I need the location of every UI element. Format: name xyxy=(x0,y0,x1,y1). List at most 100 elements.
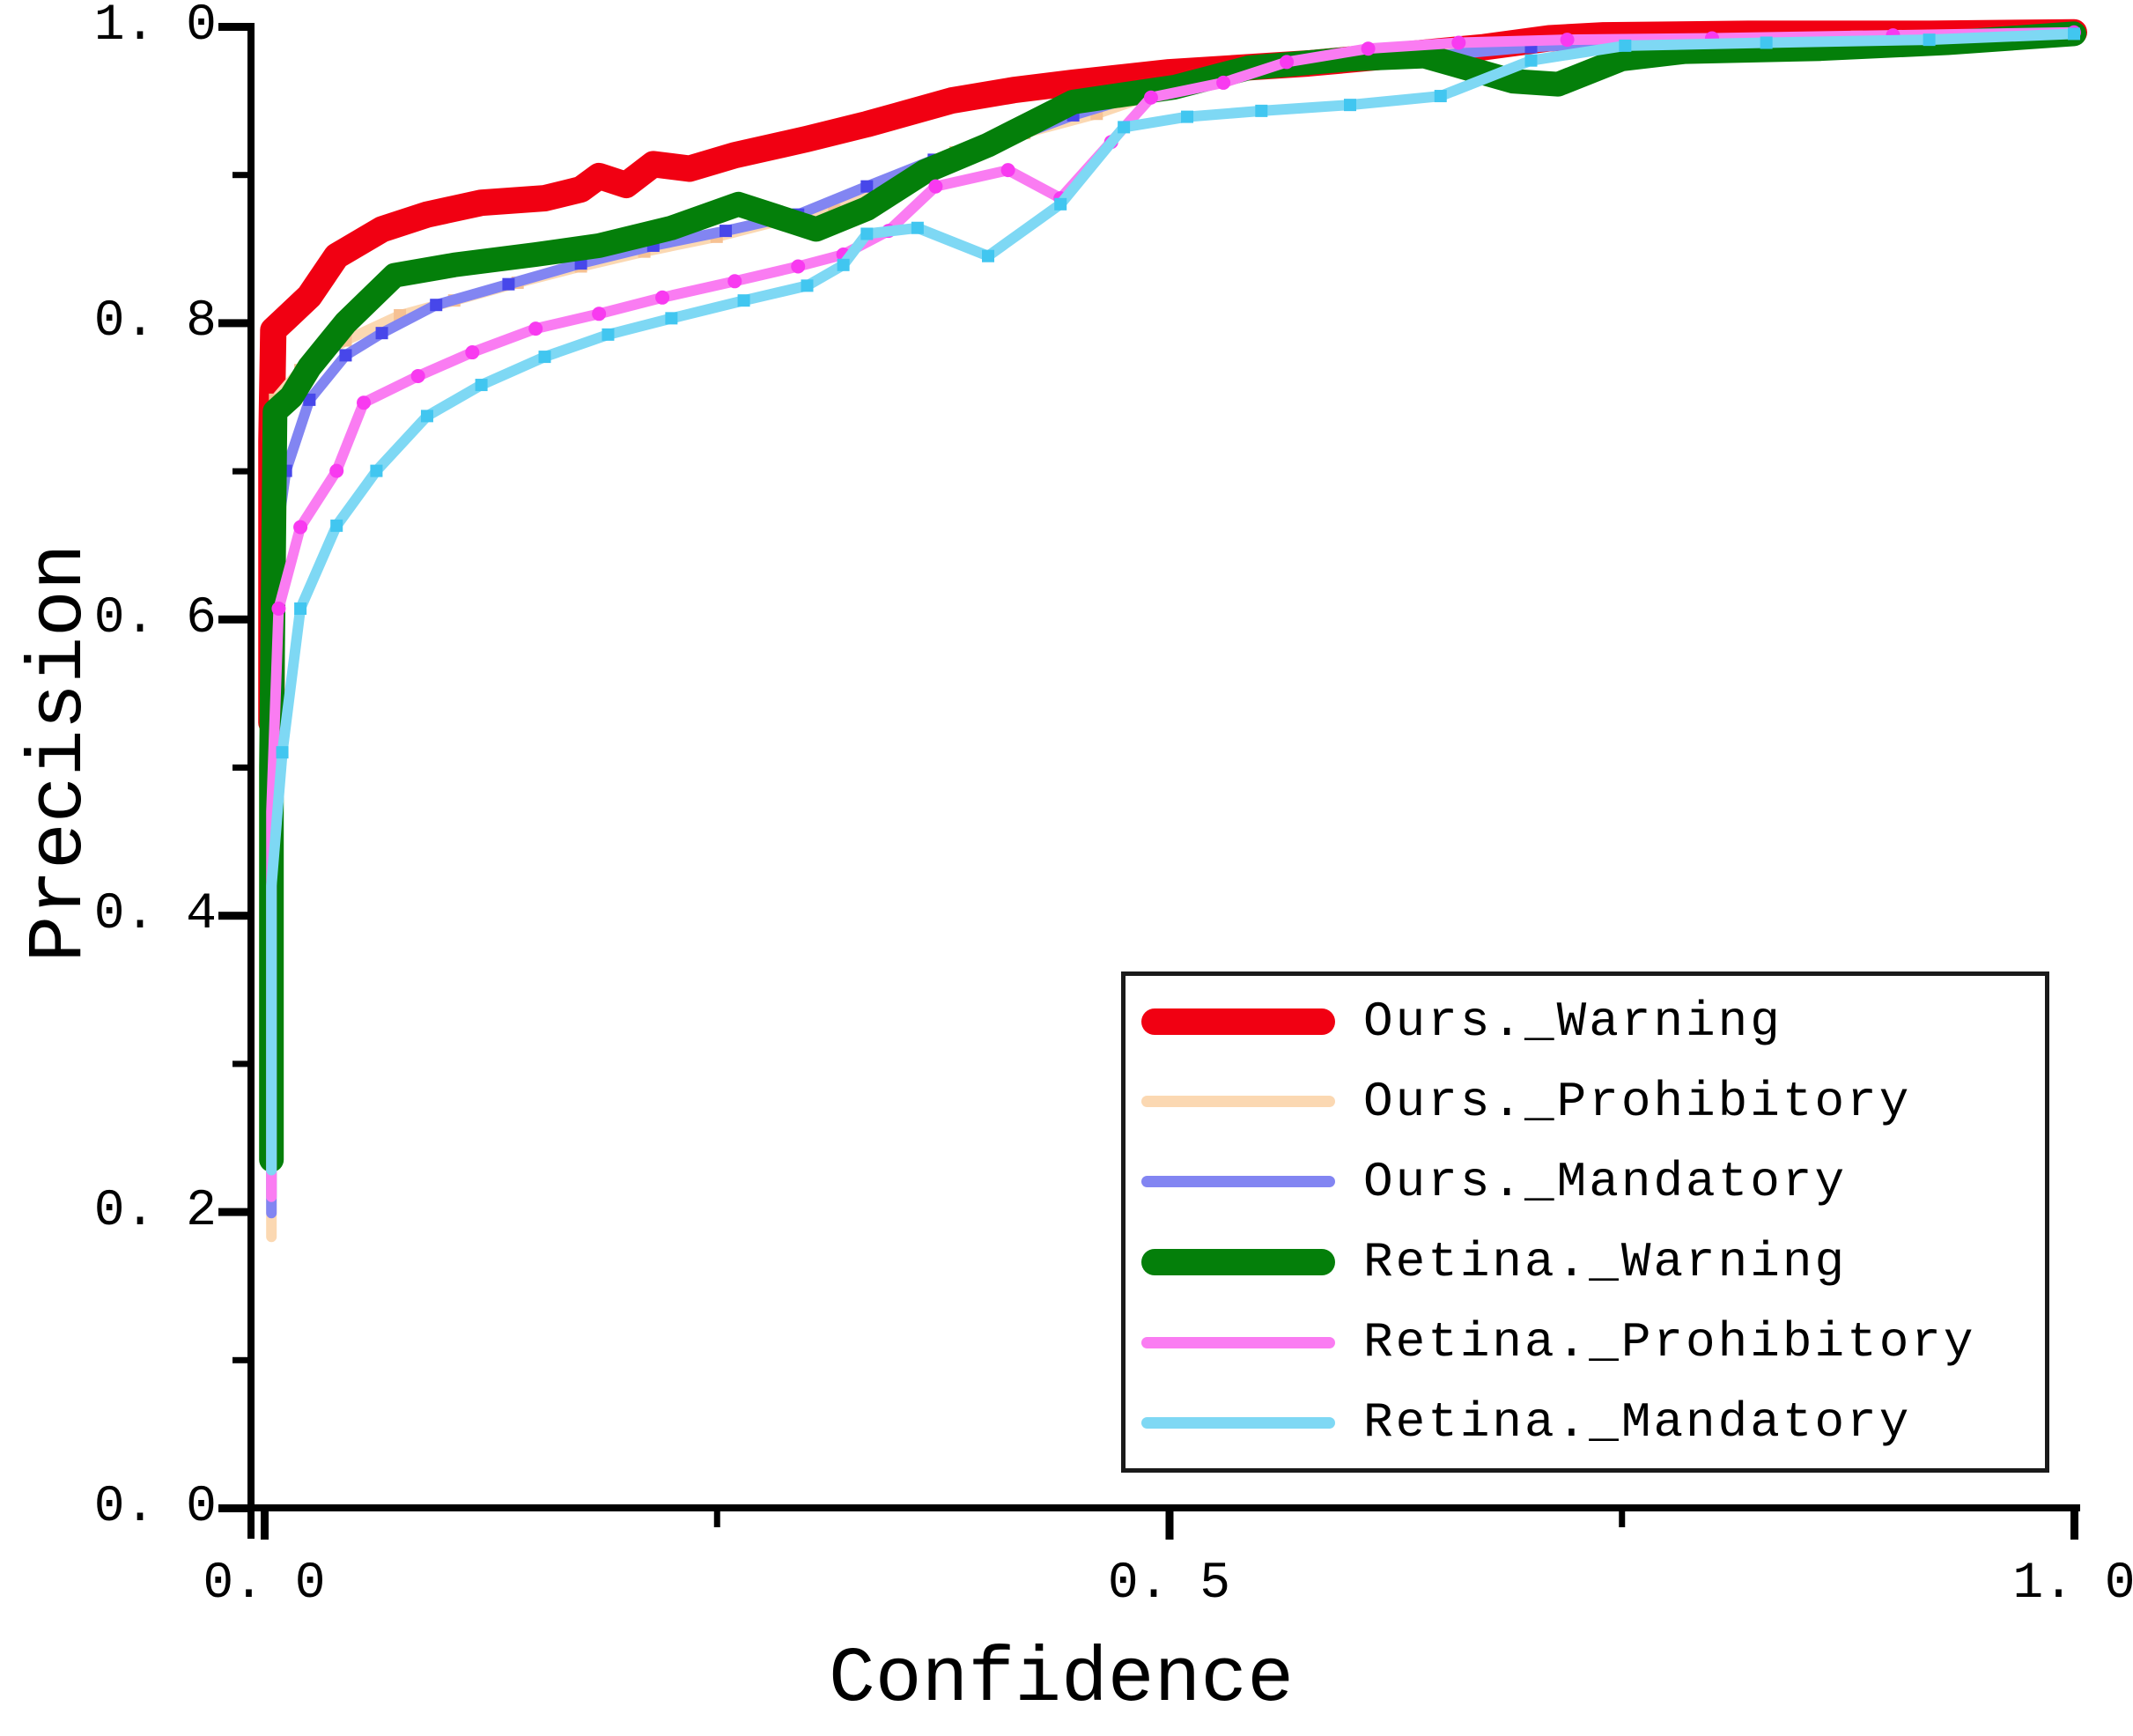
series-marker xyxy=(271,602,286,617)
legend-label: Ours._Prohibitory xyxy=(1363,1073,1912,1130)
y-tick-label: 0. 8 xyxy=(93,293,217,351)
x-tick-label: 0. 5 xyxy=(1107,1555,1231,1613)
series-marker xyxy=(737,294,750,307)
legend-label: Retina._Mandatory xyxy=(1363,1394,1912,1452)
series-marker xyxy=(502,277,515,291)
series-marker xyxy=(475,379,488,392)
legend-swatch-line xyxy=(1141,1249,1335,1276)
y-tick-label: 0. 4 xyxy=(93,886,217,944)
series-marker xyxy=(465,345,480,360)
y-axis-title: Precision xyxy=(16,543,104,963)
series-marker xyxy=(928,179,943,194)
x-tick-label: 1. 0 xyxy=(2012,1555,2133,1613)
series-marker xyxy=(602,328,615,341)
series-marker xyxy=(528,321,543,336)
y-axis-spine xyxy=(247,23,255,1539)
legend-row: Retina._Prohibitory xyxy=(1141,1305,2029,1379)
series-marker xyxy=(370,464,383,477)
series-line-retina-mandatory xyxy=(266,28,2079,1176)
series-marker xyxy=(1619,39,1632,52)
series-marker xyxy=(1143,90,1158,105)
legend-box: Ours._Warning Ours._Prohibitory Ours._Mand… xyxy=(1121,971,2049,1473)
series-marker xyxy=(1344,99,1356,112)
legend-swatch-line xyxy=(1141,1336,1335,1348)
series-marker xyxy=(801,279,814,292)
legend-swatch-line xyxy=(1141,1008,1335,1035)
series-marker xyxy=(1000,163,1015,178)
series-line-retina-warning xyxy=(259,21,2086,1172)
y-minor-tick xyxy=(232,1356,251,1363)
y-major-tick xyxy=(218,615,251,624)
x-minor-tick xyxy=(713,1508,720,1527)
y-major-tick xyxy=(218,1208,251,1216)
legend-swatch-line xyxy=(1141,1176,1335,1188)
series-marker xyxy=(720,225,733,238)
series-marker xyxy=(860,227,874,240)
series-marker xyxy=(430,299,443,312)
x-minor-tick xyxy=(1619,1508,1626,1527)
legend-label: Retina._Warning xyxy=(1363,1234,1848,1291)
x-tick-label: 0. 0 xyxy=(203,1555,326,1613)
series-marker xyxy=(357,395,372,410)
series-marker xyxy=(911,221,924,234)
series-marker xyxy=(293,520,308,535)
series-marker xyxy=(592,307,607,321)
y-minor-tick xyxy=(232,765,251,771)
series-marker xyxy=(655,290,670,305)
x-axis-spine xyxy=(220,1504,2080,1511)
legend-row: Retina._Warning xyxy=(1141,1225,2029,1299)
series-marker xyxy=(1255,104,1268,117)
series-marker xyxy=(294,602,307,616)
x-axis-title: Confidence xyxy=(828,1636,1295,1724)
series-marker xyxy=(330,519,343,532)
y-minor-tick xyxy=(232,468,251,475)
series-marker xyxy=(276,746,289,759)
series-marker xyxy=(1361,41,1376,56)
series-marker xyxy=(1216,75,1231,90)
series-marker xyxy=(1434,90,1447,103)
y-tick-label: 1. 0 xyxy=(93,0,217,55)
series-marker xyxy=(339,349,352,362)
series-marker xyxy=(420,410,433,423)
y-tick-label: 0. 6 xyxy=(93,589,217,647)
series-marker xyxy=(329,463,344,478)
y-major-tick xyxy=(218,23,251,31)
legend-swatch-line xyxy=(1141,1416,1335,1429)
series-marker xyxy=(1280,55,1295,70)
series-marker xyxy=(1560,33,1575,48)
series-marker xyxy=(2068,27,2080,41)
legend-swatch-line xyxy=(1141,1096,1335,1108)
legend-label: Ours._Warning xyxy=(1363,993,1782,1050)
legend-row: Retina._Mandatory xyxy=(1141,1385,2029,1459)
series-marker xyxy=(1923,33,1936,47)
series-marker xyxy=(375,327,388,340)
series-marker xyxy=(665,312,678,325)
y-tick-label: 0. 2 xyxy=(93,1182,217,1240)
series-marker xyxy=(1054,197,1067,211)
legend-row: Ours._Mandatory xyxy=(1141,1145,2029,1219)
legend-row: Ours._Prohibitory xyxy=(1141,1065,2029,1139)
series-marker xyxy=(1760,36,1773,49)
legend-label: Ours._Mandatory xyxy=(1363,1153,1848,1210)
series-marker xyxy=(727,274,742,289)
series-marker xyxy=(1524,54,1538,67)
series-marker xyxy=(538,351,551,364)
legend-label: Retina._Prohibitory xyxy=(1363,1314,1976,1371)
y-minor-tick xyxy=(232,172,251,179)
series-marker xyxy=(410,368,425,383)
y-tick-label: 0. 0 xyxy=(93,1479,217,1536)
x-major-tick xyxy=(2070,1508,2078,1540)
series-marker xyxy=(791,259,806,274)
series-marker xyxy=(1451,35,1466,50)
series-line-ours-warning xyxy=(258,18,2087,736)
series-marker xyxy=(303,393,316,406)
series-marker xyxy=(1181,110,1194,123)
series-marker xyxy=(837,258,850,271)
series-marker xyxy=(1118,121,1131,134)
series-marker xyxy=(982,249,994,262)
x-major-tick xyxy=(261,1508,269,1540)
series-marker xyxy=(860,180,874,193)
legend-row: Ours._Warning xyxy=(1141,985,2029,1059)
x-major-tick xyxy=(1165,1508,1174,1540)
